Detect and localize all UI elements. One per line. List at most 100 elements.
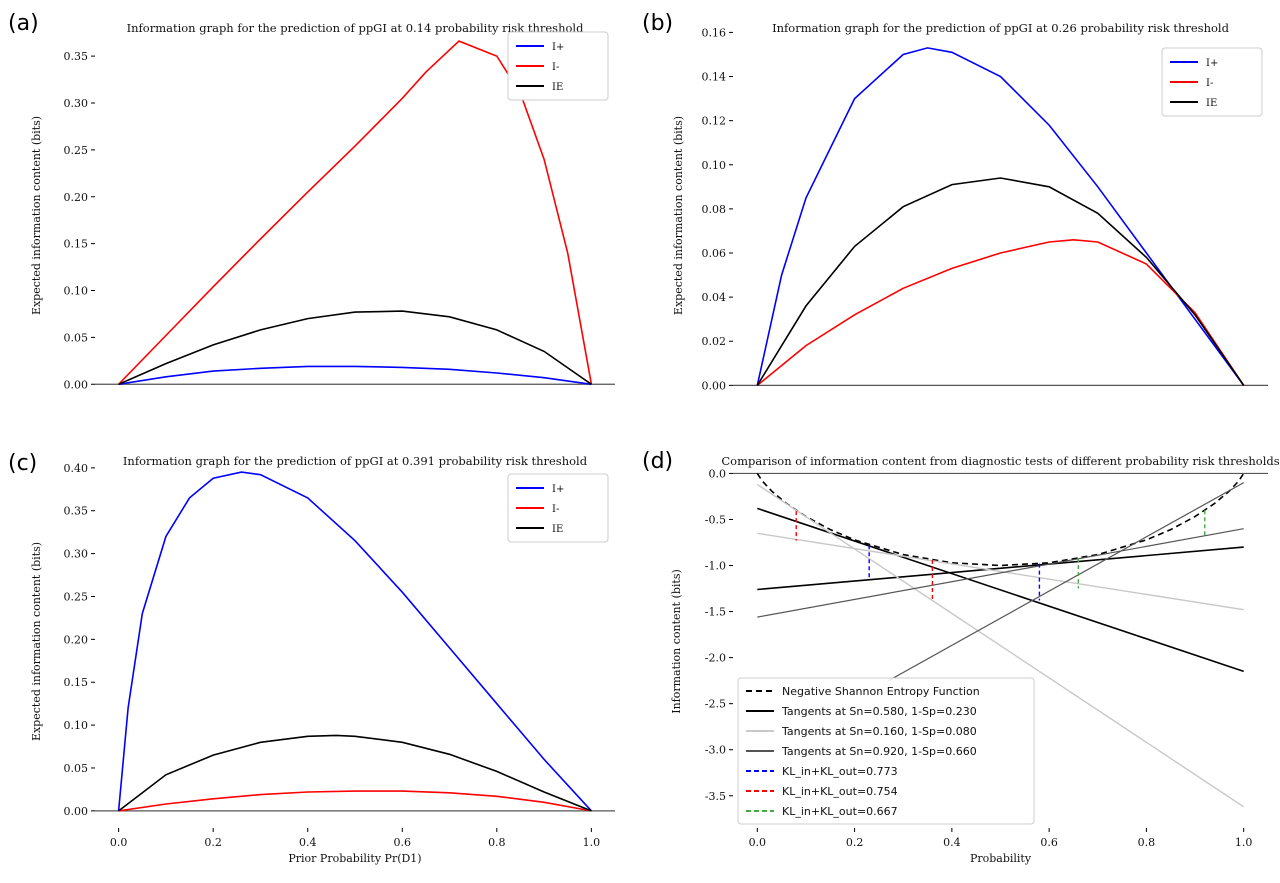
x-axis-label: Probability xyxy=(970,852,1032,865)
series-line-1 xyxy=(118,365,592,386)
legend-box xyxy=(737,677,1035,825)
x-tick-label: 0.8 xyxy=(488,836,506,849)
y-tick-label: -0.5 xyxy=(705,513,726,526)
legend-label: KL_in+KL_out=0.754 xyxy=(782,785,898,798)
series-line-3 xyxy=(756,177,1245,386)
y-tick-label: 0.10 xyxy=(64,719,89,732)
y-tick-label: 0.05 xyxy=(64,331,89,344)
y-tick-label: 0.02 xyxy=(702,335,727,348)
y-tick-label: 0.35 xyxy=(64,505,89,518)
legend-label: Tangents at Sn=0.580, 1-Sp=0.230 xyxy=(781,705,977,718)
x-tick-label: 0.2 xyxy=(846,836,864,849)
series-line-2 xyxy=(118,40,593,385)
series-line-1 xyxy=(756,47,1245,386)
line-6 xyxy=(757,528,1244,618)
legend-label: I+ xyxy=(552,42,564,53)
y-tick-label: -1.0 xyxy=(705,560,726,573)
panel-b: (b) Information graph for the prediction … xyxy=(642,11,1268,392)
y-tick-label: 0.0 xyxy=(709,467,727,480)
x-tick-label: 0.8 xyxy=(1138,836,1156,849)
legend-box xyxy=(507,31,609,101)
y-tick-label: 0.30 xyxy=(64,97,89,110)
series-line-2 xyxy=(118,790,592,812)
x-tick-label: 1.0 xyxy=(583,836,601,849)
legend-label: KL_in+KL_out=0.773 xyxy=(782,765,898,778)
chart-title: Information graph for the prediction of … xyxy=(772,21,1230,35)
x-axis-label: Prior Probability Pr(D1) xyxy=(288,852,421,865)
panel-a: (a) Information graph for the prediction … xyxy=(8,11,615,391)
x-tick-label: 0.6 xyxy=(394,836,412,849)
y-tick-label: 0.10 xyxy=(64,285,89,298)
panel-label: (c) xyxy=(8,451,37,476)
y-tick-label: 0.00 xyxy=(702,379,727,392)
y-tick-label: -2.5 xyxy=(705,698,726,711)
y-tick-label: 0.35 xyxy=(64,50,89,63)
legend-label: IE xyxy=(552,524,563,535)
y-tick-label: 0.00 xyxy=(64,805,89,818)
x-tick-label: 0.0 xyxy=(110,836,128,849)
legend-box xyxy=(507,473,609,543)
y-tick-label: -3.5 xyxy=(705,790,726,803)
legend-label: KL_in+KL_out=0.667 xyxy=(782,805,898,818)
y-tick-label: 0.06 xyxy=(702,247,727,260)
series-line-2 xyxy=(756,238,1245,387)
legend-label: IE xyxy=(552,82,563,93)
y-tick-label: 0.25 xyxy=(64,144,89,157)
plot-area xyxy=(756,472,1245,808)
y-tick-label: 0.15 xyxy=(64,238,89,251)
line-1 xyxy=(756,472,1245,567)
panel-c: (c) Information graph for the prediction … xyxy=(8,451,615,865)
panel-label: (d) xyxy=(642,449,673,474)
y-tick-label: 0.08 xyxy=(702,203,727,216)
line-2 xyxy=(757,546,1244,591)
legend-label: Negative Shannon Entropy Function xyxy=(782,685,980,698)
y-tick-label: 0.04 xyxy=(702,291,727,304)
legend-label: IE xyxy=(1206,98,1217,109)
y-tick-label: 0.40 xyxy=(64,462,89,475)
y-tick-label: 0.10 xyxy=(702,159,727,172)
series-line-1 xyxy=(117,471,592,812)
y-axis-label: Information content (bits) xyxy=(670,569,683,714)
y-tick-label: 0.12 xyxy=(702,115,727,128)
y-tick-label: 0.00 xyxy=(64,378,89,391)
line-4 xyxy=(757,532,1244,611)
y-tick-label: 0.05 xyxy=(64,762,89,775)
panel-d: (d) Comparison of information content fro… xyxy=(642,449,1280,865)
y-axis-label: Expected information content (bits) xyxy=(30,542,43,741)
chart-title: Comparison of information content from d… xyxy=(721,454,1279,468)
line-3 xyxy=(757,507,1244,673)
y-tick-label: -3.0 xyxy=(705,744,726,757)
legend-box xyxy=(1161,47,1263,117)
legend-label: Tangents at Sn=0.160, 1-Sp=0.080 xyxy=(781,725,977,738)
x-tick-label: 0.6 xyxy=(1040,836,1058,849)
legend-label: Tangents at Sn=0.920, 1-Sp=0.660 xyxy=(781,745,977,758)
y-tick-label: -1.5 xyxy=(705,606,726,619)
legend-label: I- xyxy=(552,62,559,73)
y-tick-label: 0.30 xyxy=(64,548,89,561)
y-tick-label: 0.20 xyxy=(64,633,89,646)
y-tick-label: 0.16 xyxy=(702,26,727,39)
panel-label: (a) xyxy=(8,11,39,36)
line-7 xyxy=(888,482,1244,682)
legend-label: I- xyxy=(552,504,559,515)
series-line-3 xyxy=(118,734,592,812)
y-tick-label: -2.0 xyxy=(705,652,726,665)
y-axis-label: Expected information content (bits) xyxy=(672,116,685,315)
legend-label: I+ xyxy=(1206,58,1218,69)
x-tick-label: 0.4 xyxy=(943,836,961,849)
legend-label: I- xyxy=(1206,78,1213,89)
chart-title: Information graph for the prediction of … xyxy=(123,454,588,468)
panel-label: (b) xyxy=(642,11,673,36)
line-5 xyxy=(756,483,1245,808)
x-tick-label: 0.0 xyxy=(749,836,767,849)
legend-label: I+ xyxy=(552,484,564,495)
series-line-3 xyxy=(118,310,592,386)
chart-title: Information graph for the prediction of … xyxy=(127,21,585,35)
y-tick-label: 0.25 xyxy=(64,590,89,603)
x-tick-label: 1.0 xyxy=(1235,836,1253,849)
x-tick-label: 0.4 xyxy=(299,836,317,849)
y-tick-label: 0.15 xyxy=(64,676,89,689)
y-tick-label: 0.20 xyxy=(64,191,89,204)
y-tick-label: 0.14 xyxy=(702,71,727,84)
